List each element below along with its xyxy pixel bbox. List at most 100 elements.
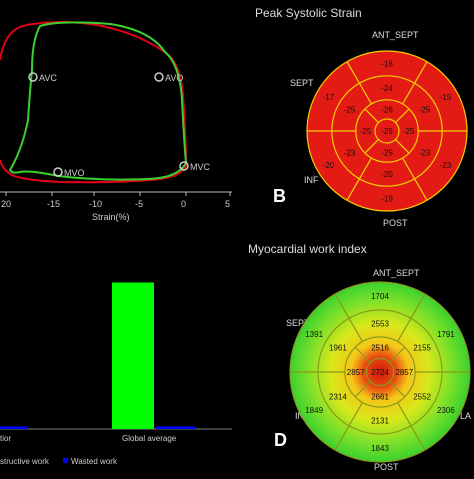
segment-value-apical: -25 xyxy=(381,149,393,158)
segment-value-outer: -17 xyxy=(323,93,335,102)
segment-value-apical: 2516 xyxy=(371,344,389,353)
bullseye-apex-ring xyxy=(374,118,400,144)
mvo-label: MVO xyxy=(64,168,85,178)
bullseye-spoke xyxy=(346,157,372,201)
category-label-2: Global average xyxy=(122,434,177,443)
panel-c-work-bars: tior Global average structive work Waste… xyxy=(0,237,240,474)
x-axis-ticks: 20 -15 -10 -5 0 5 xyxy=(1,192,231,209)
bullseye-spoke xyxy=(334,293,363,342)
segment-value-mid: -23 xyxy=(419,149,431,158)
label-ant-sept-d: ANT_SEPT xyxy=(373,268,420,278)
bullseye-spoke xyxy=(397,402,426,451)
segment-value-apical: 2661 xyxy=(371,392,389,401)
x-axis-label: Strain(%) xyxy=(92,212,130,222)
panel-b-label: B xyxy=(273,186,286,206)
segment-value-outer: 2306 xyxy=(437,406,455,415)
bullseye-d-rings: 1704 1791 2306 1843 1849 1391 2553 2155 2552 2131… xyxy=(289,281,471,463)
x-tick-label: -15 xyxy=(47,199,60,209)
segment-value-mid: -23 xyxy=(344,149,356,158)
segment-value-outer: 1704 xyxy=(371,292,389,301)
bullseye-apical-spoke xyxy=(354,346,371,363)
segment-value-mid: -25 xyxy=(419,105,431,114)
label-lat-d: LA xyxy=(460,411,471,421)
bullseye-apical-spoke xyxy=(389,346,406,363)
segment-value-mid: 2131 xyxy=(371,417,389,426)
segment-value-mid: 2314 xyxy=(329,392,347,401)
wasted-work-bar xyxy=(0,426,28,429)
bullseye-apical-spoke xyxy=(389,381,406,398)
panel-d-title: Myocardial work index xyxy=(248,242,367,256)
loop-red-curve xyxy=(0,20,188,184)
segment-value-mid: 2553 xyxy=(371,319,389,328)
segment-value-outer: -18 xyxy=(381,59,393,68)
bullseye-apical-spoke xyxy=(364,108,379,123)
bullseye-apical-spoke xyxy=(364,139,379,154)
segment-value-outer: -15 xyxy=(440,93,452,102)
loop-chart: AVC AVO MVO MVC 20 -15 -10 -5 0 5 Strain(%) xyxy=(0,20,232,222)
label-sept: SEPT xyxy=(290,78,314,88)
constructive-work-bar xyxy=(112,282,154,429)
segment-value-outer: -19 xyxy=(381,195,393,204)
panel-d-mwi: Myocardial work index ANT_SEPT SEPT INF … xyxy=(240,237,474,474)
mvc-label: MVC xyxy=(190,162,211,172)
segment-value-apical: -25 xyxy=(360,127,372,136)
segment-value-mid: 2155 xyxy=(413,344,431,353)
segment-value-outer: 1791 xyxy=(437,330,455,339)
label-post-d: POST xyxy=(374,462,399,472)
segment-value-apex: -25 xyxy=(381,127,393,136)
avo-label: AVO xyxy=(165,73,183,83)
x-tick-label: -10 xyxy=(89,199,102,209)
panel-b-title: Peak Systolic Strain xyxy=(255,6,362,20)
segment-value-mid: 2552 xyxy=(413,392,431,401)
mvc-marker xyxy=(179,161,189,171)
label-inf: INF xyxy=(304,175,319,185)
wasted-work-bar xyxy=(156,426,196,429)
x-tick-label: 5 xyxy=(225,199,230,209)
bullseye-spoke xyxy=(397,293,426,342)
avc-marker xyxy=(28,72,38,82)
category-label-1: tior xyxy=(0,434,11,443)
segment-value-apical: -26 xyxy=(381,105,393,114)
legend-wasted-swatch xyxy=(63,458,68,463)
strain-bullseye: ANT_SEPT SEPT INF POST -18-15-23-19-20-1… xyxy=(290,30,468,228)
bullseye-apical-spoke xyxy=(354,381,371,398)
segment-value-apical: 2857 xyxy=(347,368,365,377)
bullseye-apex-ring xyxy=(365,357,395,387)
segment-value-apex: 2724 xyxy=(371,368,389,377)
segment-value-mid: -24 xyxy=(381,84,393,93)
segment-value-outer: 1849 xyxy=(305,406,323,415)
segment-value-outer: -23 xyxy=(440,161,452,170)
bullseye-spoke xyxy=(334,402,363,451)
segment-value-mid: 1961 xyxy=(329,344,347,353)
bullseye-apical-spoke xyxy=(395,139,410,154)
segment-value-apical: -25 xyxy=(403,127,415,136)
panel-b-strain: Peak Systolic Strain ANT_SEPT SEPT INF P… xyxy=(240,0,474,237)
panel-d-label: D xyxy=(274,430,287,450)
segment-value-mid: -20 xyxy=(381,170,393,179)
segment-value-outer: -20 xyxy=(323,161,335,170)
bullseye-spoke xyxy=(402,61,428,105)
x-tick-label: -5 xyxy=(135,199,143,209)
mvo-marker xyxy=(53,167,63,177)
x-tick-label: 20 xyxy=(1,199,11,209)
bars-group xyxy=(0,282,196,429)
bullseye-spoke xyxy=(346,61,372,105)
label-sept-d: SEPT xyxy=(286,318,310,328)
segment-value-apical: 2857 xyxy=(395,368,413,377)
avc-label: AVC xyxy=(39,73,57,83)
panel-a-loop: AVC AVO MVO MVC 20 -15 -10 -5 0 5 Strain(%) xyxy=(0,0,240,230)
x-tick-label: 0 xyxy=(181,199,186,209)
bullseye-spoke xyxy=(402,157,428,201)
segment-value-mid: -25 xyxy=(344,105,356,114)
work-bar-chart: tior Global average structive work Waste… xyxy=(0,282,232,466)
segment-value-outer: 1391 xyxy=(305,330,323,339)
loop-green-curve xyxy=(8,21,188,181)
mwi-bullseye: ANT_SEPT SEPT INF LA POST 17041791230618… xyxy=(286,268,471,472)
bullseye-b-rings: -18 -15 -23 -19 -20 -17 -24 -25 -23 -20 -23 -25 -26 -… xyxy=(306,50,468,212)
legend-wasted-label: Wasted work xyxy=(71,457,118,466)
bullseye-apical-spoke xyxy=(395,108,410,123)
label-ant-sept: ANT_SEPT xyxy=(372,30,419,40)
legend-constructive-label: structive work xyxy=(0,457,50,466)
avo-marker xyxy=(154,72,164,82)
segment-value-outer: 1843 xyxy=(371,444,389,453)
